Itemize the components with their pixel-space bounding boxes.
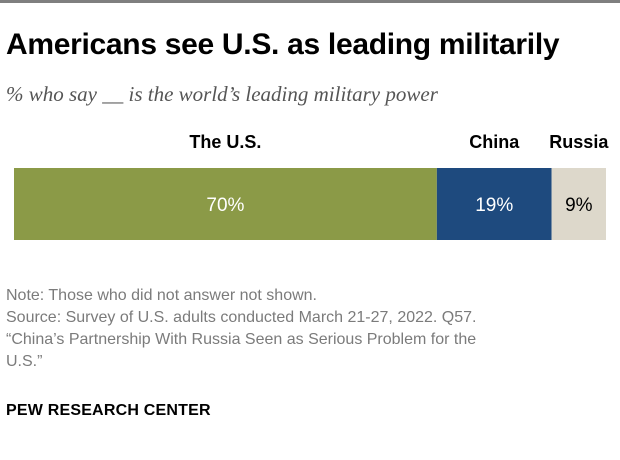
- bar-segment-the-u-s: [14, 168, 437, 240]
- chart-title: Americans see U.S. as leading militarily: [6, 28, 560, 61]
- category-label-the-u-s: The U.S.: [189, 132, 261, 152]
- value-label-china: 19%: [475, 195, 513, 216]
- chart-subtitle: % who say __ is the world’s leading mili…: [6, 82, 438, 106]
- value-label-the-u-s: 70%: [206, 195, 244, 216]
- note-text: Note: Those who did not answer not shown…: [6, 287, 317, 304]
- bar-segment-china: [436, 168, 552, 240]
- source-line-3: U.S.”: [6, 353, 43, 370]
- bar-segment-russia: [551, 168, 606, 240]
- value-label-russia: 9%: [565, 195, 593, 216]
- category-label-russia: Russia: [549, 132, 609, 152]
- source-org: PEW RESEARCH CENTER: [6, 402, 211, 419]
- footnotes: Note: Those who did not answer not shown…: [6, 285, 611, 373]
- source-line-1: Source: Survey of U.S. adults conducted …: [6, 309, 477, 326]
- stacked-bar-chart: 70% The U.S. 19% China 9% Russia: [14, 132, 609, 240]
- source-line-2: “China’s Partnership With Russia Seen as…: [6, 331, 477, 348]
- category-label-china: China: [469, 132, 520, 152]
- top-rule: [0, 0, 620, 3]
